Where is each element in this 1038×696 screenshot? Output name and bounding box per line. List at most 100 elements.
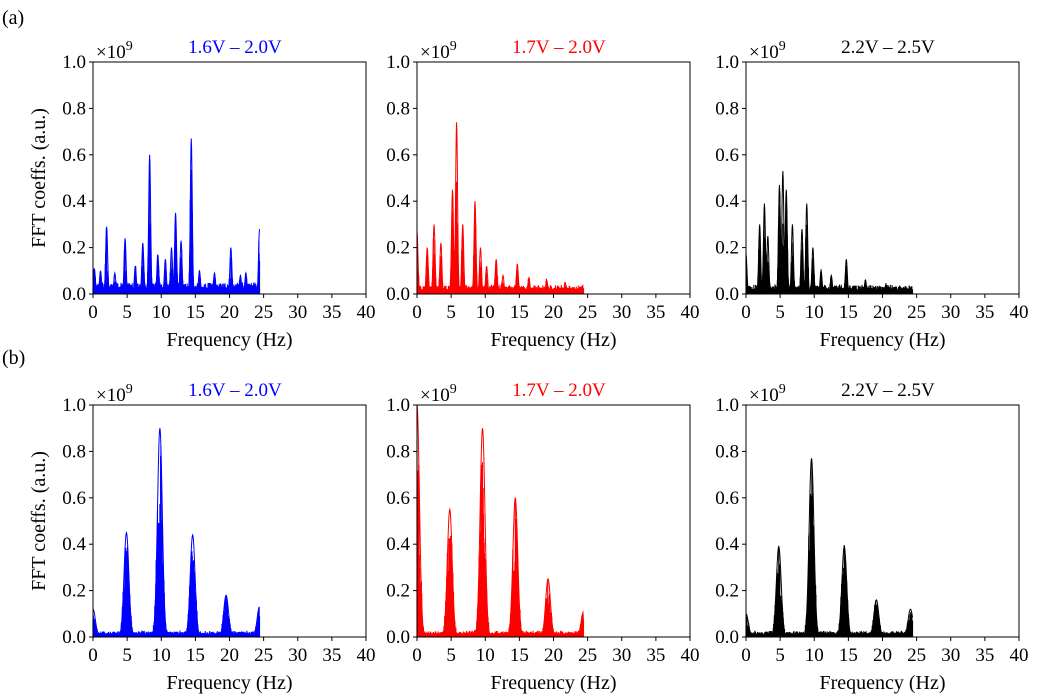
y-tick-label: 1.0 xyxy=(715,52,739,73)
x-tick-label: 20 xyxy=(220,302,239,323)
y-tick-label: 0.2 xyxy=(62,238,86,259)
x-tick-label: 35 xyxy=(646,645,665,666)
series-envelope xyxy=(92,138,261,289)
row-label-b: (b) xyxy=(2,347,25,369)
y-tick-label: 0.8 xyxy=(386,441,410,462)
row-label-a: (a) xyxy=(2,7,24,29)
plot-frame xyxy=(416,404,691,638)
chart-title: 1.6V – 2.0V xyxy=(188,380,282,401)
y-tick-label: 0.4 xyxy=(62,534,86,555)
y-tick-label: 0.2 xyxy=(386,238,410,259)
y-tick-label: 0.0 xyxy=(715,284,739,305)
x-tick-label: 25 xyxy=(907,645,926,666)
y-tick-label: 0.6 xyxy=(386,145,410,166)
series-envelope xyxy=(416,122,584,291)
x-tick-label: 5 xyxy=(446,645,456,666)
x-tick-label: 5 xyxy=(775,302,785,323)
x-tick-label: 0 xyxy=(88,302,98,323)
x-tick-label: 5 xyxy=(446,302,456,323)
x-tick-label: 25 xyxy=(907,302,926,323)
y-tick-label: 0.6 xyxy=(386,488,410,509)
x-tick-label: 0 xyxy=(412,302,422,323)
series-envelope xyxy=(745,458,914,635)
y-tick-label: 1.0 xyxy=(62,52,86,73)
y-tick-label: 1.0 xyxy=(62,395,86,416)
x-tick-label: 35 xyxy=(975,302,994,323)
y-tick-label: 0.6 xyxy=(715,145,739,166)
series-envelope xyxy=(745,171,913,291)
y-tick-label: 0.6 xyxy=(62,145,86,166)
chart-title: 1.6V – 2.0V xyxy=(188,37,282,58)
series-envelope xyxy=(416,404,584,635)
x-axis-label: Frequency (Hz) xyxy=(819,672,945,694)
y-multiplier-label: ×109 xyxy=(420,382,457,406)
y-multiplier-label: ×109 xyxy=(96,382,133,406)
y-multiplier-label: ×109 xyxy=(749,39,786,63)
y-tick-label: 0.8 xyxy=(62,98,86,119)
chart-title: 2.2V – 2.5V xyxy=(841,380,935,401)
y-tick-label: 0.0 xyxy=(386,627,410,648)
x-tick-label: 15 xyxy=(839,302,858,323)
y-tick-label: 0.8 xyxy=(386,98,410,119)
x-tick-label: 30 xyxy=(612,302,631,323)
series-trace xyxy=(745,191,914,294)
y-tick-label: 0.4 xyxy=(386,534,410,555)
x-tick-label: 30 xyxy=(941,645,960,666)
x-tick-label: 35 xyxy=(322,645,341,666)
x-tick-label: 15 xyxy=(510,645,529,666)
y-tick-label: 0.0 xyxy=(386,284,410,305)
y-multiplier-label: ×109 xyxy=(749,382,786,406)
x-tick-label: 35 xyxy=(975,645,994,666)
chart-panel-b3: 0 5 10 15 20 25 30 35 40 0.0 0.2 0.4 0.6 0.8 1.0 ×109 2.… xyxy=(715,380,1028,694)
y-tick-label: 0.0 xyxy=(62,284,86,305)
x-tick-label: 0 xyxy=(88,645,98,666)
y-tick-label: 0.2 xyxy=(62,581,86,602)
x-tick-label: 20 xyxy=(544,302,563,323)
x-tick-label: 20 xyxy=(544,645,563,666)
x-tick-label: 30 xyxy=(941,302,960,323)
x-tick-label: 40 xyxy=(357,302,376,323)
x-axis-label: Frequency (Hz) xyxy=(166,672,292,694)
x-tick-label: 30 xyxy=(288,645,307,666)
x-tick-label: 10 xyxy=(152,302,171,323)
plot-frame xyxy=(92,404,367,638)
x-tick-label: 20 xyxy=(873,645,892,666)
x-tick-label: 25 xyxy=(254,645,273,666)
y-tick-label: 0.2 xyxy=(386,581,410,602)
x-tick-label: 5 xyxy=(122,645,132,666)
y-tick-label: 0.0 xyxy=(62,627,86,648)
x-tick-label: 10 xyxy=(476,645,495,666)
chart-title: 2.2V – 2.5V xyxy=(841,37,935,58)
chart-panel-a1: 0 5 10 15 20 25 30 35 40 0.0 0.2 0.4 0.6 0.8 1.0 ×109 1.… xyxy=(28,37,376,351)
x-tick-label: 35 xyxy=(646,302,665,323)
x-tick-label: 5 xyxy=(122,302,132,323)
x-tick-label: 0 xyxy=(741,645,751,666)
y-tick-label: 0.4 xyxy=(386,191,410,212)
plot-frame xyxy=(745,404,1020,638)
x-tick-label: 15 xyxy=(186,645,205,666)
y-tick-label: 0.6 xyxy=(715,488,739,509)
x-tick-label: 20 xyxy=(873,302,892,323)
series-trace xyxy=(416,440,585,637)
plot-frame xyxy=(92,61,367,295)
x-tick-label: 25 xyxy=(254,302,273,323)
series-envelope xyxy=(92,428,260,635)
x-axis-label: Frequency (Hz) xyxy=(490,672,616,694)
y-tick-label: 0.4 xyxy=(62,191,86,212)
y-tick-label: 1.0 xyxy=(386,395,410,416)
x-tick-label: 0 xyxy=(412,645,422,666)
y-axis-label: FFT coeffs. (a.u.) xyxy=(28,451,50,591)
x-tick-label: 40 xyxy=(357,645,376,666)
chart-title: 1.7V – 2.0V xyxy=(512,37,606,58)
x-tick-label: 25 xyxy=(578,645,597,666)
y-tick-label: 0.8 xyxy=(715,98,739,119)
x-tick-label: 20 xyxy=(220,645,239,666)
x-tick-label: 15 xyxy=(186,302,205,323)
x-tick-label: 10 xyxy=(152,645,171,666)
chart-panel-b2: 0 5 10 15 20 25 30 35 40 0.0 0.2 0.4 0.6 0.8 1.0 ×109 1.… xyxy=(386,380,699,694)
y-tick-label: 0.2 xyxy=(715,581,739,602)
y-axis-label: FFT coeffs. (a.u.) xyxy=(28,108,50,248)
y-tick-label: 0.8 xyxy=(715,441,739,462)
x-tick-label: 15 xyxy=(839,645,858,666)
